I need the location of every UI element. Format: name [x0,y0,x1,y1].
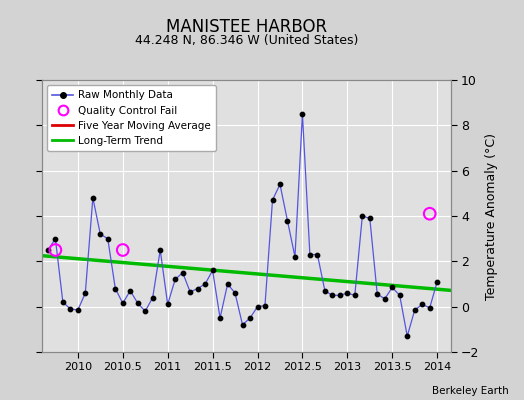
Point [111,285,119,292]
Point [380,296,389,302]
Point [231,290,239,296]
Point [66,306,74,312]
Point [238,322,247,328]
Point [118,300,127,306]
Point [298,111,307,117]
Point [89,195,97,201]
Point [366,215,374,222]
Point [216,315,224,321]
Point [209,267,217,274]
Point [291,254,299,260]
Point [403,333,411,339]
Point [163,301,172,308]
Point [171,276,179,283]
Point [96,231,104,237]
Y-axis label: Temperature Anomaly (°C): Temperature Anomaly (°C) [485,132,498,300]
Point [358,213,366,219]
Point [126,288,135,294]
Point [43,247,52,253]
Point [351,292,359,298]
Point [410,307,419,313]
Point [305,251,314,258]
Point [118,247,127,253]
Point [425,305,434,311]
Point [336,292,344,298]
Point [433,278,441,285]
Point [268,197,277,203]
Point [74,307,82,313]
Point [104,236,112,242]
Point [51,247,60,253]
Point [134,300,142,306]
Legend: Raw Monthly Data, Quality Control Fail, Five Year Moving Average, Long-Term Tren: Raw Monthly Data, Quality Control Fail, … [47,85,216,151]
Point [261,302,269,309]
Point [141,308,149,314]
Point [418,301,427,308]
Point [246,315,254,321]
Point [373,291,381,298]
Point [313,251,322,258]
Point [59,299,67,305]
Point [328,292,336,298]
Text: Berkeley Earth: Berkeley Earth [432,386,508,396]
Point [253,304,261,310]
Point [81,290,90,296]
Point [51,236,60,242]
Point [201,281,209,287]
Point [186,289,194,295]
Point [223,281,232,287]
Point [321,288,329,294]
Point [343,290,352,296]
Point [193,285,202,292]
Text: 44.248 N, 86.346 W (United States): 44.248 N, 86.346 W (United States) [135,34,358,47]
Point [425,210,434,217]
Point [148,294,157,301]
Text: MANISTEE HARBOR: MANISTEE HARBOR [166,18,327,36]
Point [276,181,284,188]
Point [179,270,187,276]
Point [283,217,292,224]
Point [156,247,165,253]
Point [388,284,397,290]
Point [396,292,404,298]
